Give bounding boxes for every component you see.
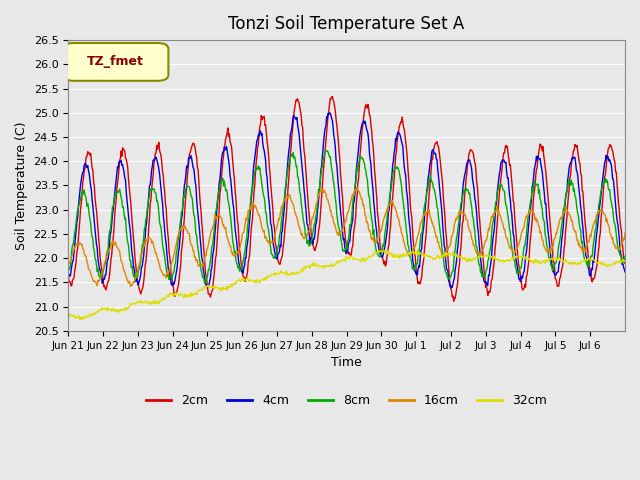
2cm (328, 94, 336, 99)
8cm (621, 253, 629, 259)
Line: 8cm: 8cm (68, 151, 625, 283)
Line: 2cm: 2cm (68, 96, 625, 301)
16cm (64, 264, 72, 269)
2cm (405, 176, 413, 181)
16cm (353, 185, 361, 191)
Line: 4cm: 4cm (68, 113, 625, 288)
4cm (326, 110, 333, 116)
8cm (260, 194, 268, 200)
8cm (406, 249, 413, 255)
32cm (621, 258, 629, 264)
16cm (233, 250, 241, 255)
32cm (260, 277, 268, 283)
2cm (281, 231, 289, 237)
Y-axis label: Soil Temperature (C): Soil Temperature (C) (15, 121, 28, 250)
4cm (260, 145, 268, 151)
8cm (233, 260, 241, 265)
16cm (260, 228, 268, 233)
8cm (201, 280, 209, 286)
2cm (232, 196, 240, 202)
2cm (450, 299, 458, 304)
32cm (282, 272, 289, 277)
4cm (621, 269, 629, 275)
16cm (131, 279, 138, 285)
Title: Tonzi Soil Temperature Set A: Tonzi Soil Temperature Set A (228, 15, 465, 33)
4cm (436, 187, 444, 193)
4cm (405, 214, 413, 220)
16cm (127, 284, 134, 289)
Legend: 2cm, 4cm, 8cm, 16cm, 32cm: 2cm, 4cm, 8cm, 16cm, 32cm (141, 389, 552, 412)
8cm (323, 148, 331, 154)
16cm (282, 196, 289, 202)
4cm (281, 203, 289, 208)
32cm (131, 301, 138, 307)
32cm (405, 250, 413, 255)
4cm (447, 285, 454, 291)
2cm (260, 114, 268, 120)
8cm (436, 232, 444, 238)
16cm (621, 230, 629, 236)
4cm (64, 277, 72, 283)
32cm (64, 313, 72, 319)
16cm (406, 252, 413, 257)
4cm (130, 263, 138, 269)
16cm (436, 247, 444, 253)
8cm (64, 267, 72, 273)
32cm (413, 247, 421, 253)
2cm (130, 236, 138, 241)
2cm (436, 155, 444, 160)
2cm (621, 261, 629, 266)
32cm (436, 255, 444, 261)
Line: 16cm: 16cm (68, 188, 625, 287)
4cm (232, 232, 240, 238)
Text: TZ_fmet: TZ_fmet (87, 55, 144, 69)
Line: 32cm: 32cm (68, 250, 625, 320)
32cm (77, 317, 85, 323)
X-axis label: Time: Time (332, 356, 362, 369)
2cm (64, 273, 72, 278)
8cm (282, 185, 289, 191)
32cm (233, 278, 241, 284)
FancyBboxPatch shape (63, 43, 168, 81)
8cm (130, 274, 138, 279)
